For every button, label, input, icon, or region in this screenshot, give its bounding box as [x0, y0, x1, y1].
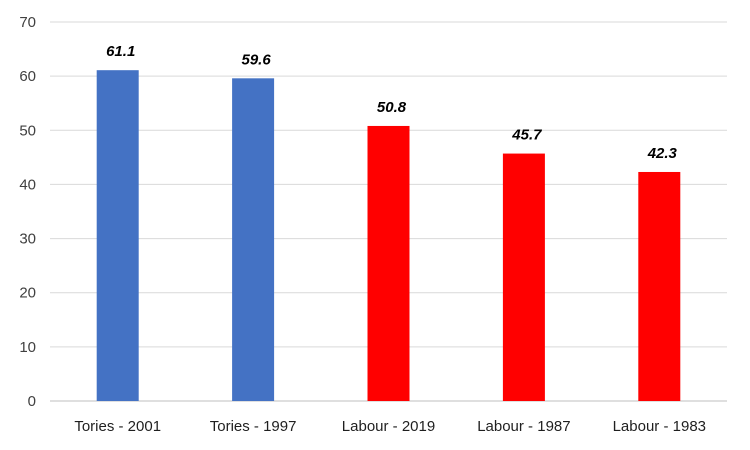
x-tick-label: Labour - 1987	[477, 418, 570, 435]
data-label: 61.1	[106, 43, 135, 60]
data-label: 42.3	[647, 145, 678, 162]
y-tick-label: 40	[19, 176, 36, 193]
bar	[232, 78, 275, 402]
x-tick-label: Tories - 1997	[210, 418, 297, 435]
y-tick-label: 70	[19, 14, 36, 31]
x-axis-ticks: Tories - 2001 Tories - 1997 Labour - 2019 L…	[74, 418, 706, 435]
data-label: 45.7	[511, 127, 542, 144]
x-tick-label: Tories - 2001	[74, 418, 161, 435]
y-tick-label: 20	[19, 285, 36, 302]
y-tick-label: 50	[19, 122, 36, 139]
y-tick-label: 10	[19, 339, 36, 356]
y-axis-ticks: 0 10 20 30 40 50 60 70	[19, 14, 36, 410]
x-tick-label: Labour - 1983	[613, 418, 706, 435]
data-label: 59.6	[241, 51, 271, 68]
y-tick-label: 30	[19, 231, 36, 248]
bars	[96, 70, 681, 402]
data-labels: 61.1 59.6 50.8 45.7 42.3	[106, 43, 677, 162]
bar	[638, 171, 681, 401]
x-tick-label: Labour - 2019	[342, 418, 435, 435]
bar	[502, 153, 545, 401]
bar	[367, 125, 410, 401]
y-tick-label: 60	[19, 68, 36, 85]
y-tick-label: 0	[28, 393, 36, 410]
bar	[96, 70, 139, 402]
data-label: 50.8	[377, 99, 407, 116]
